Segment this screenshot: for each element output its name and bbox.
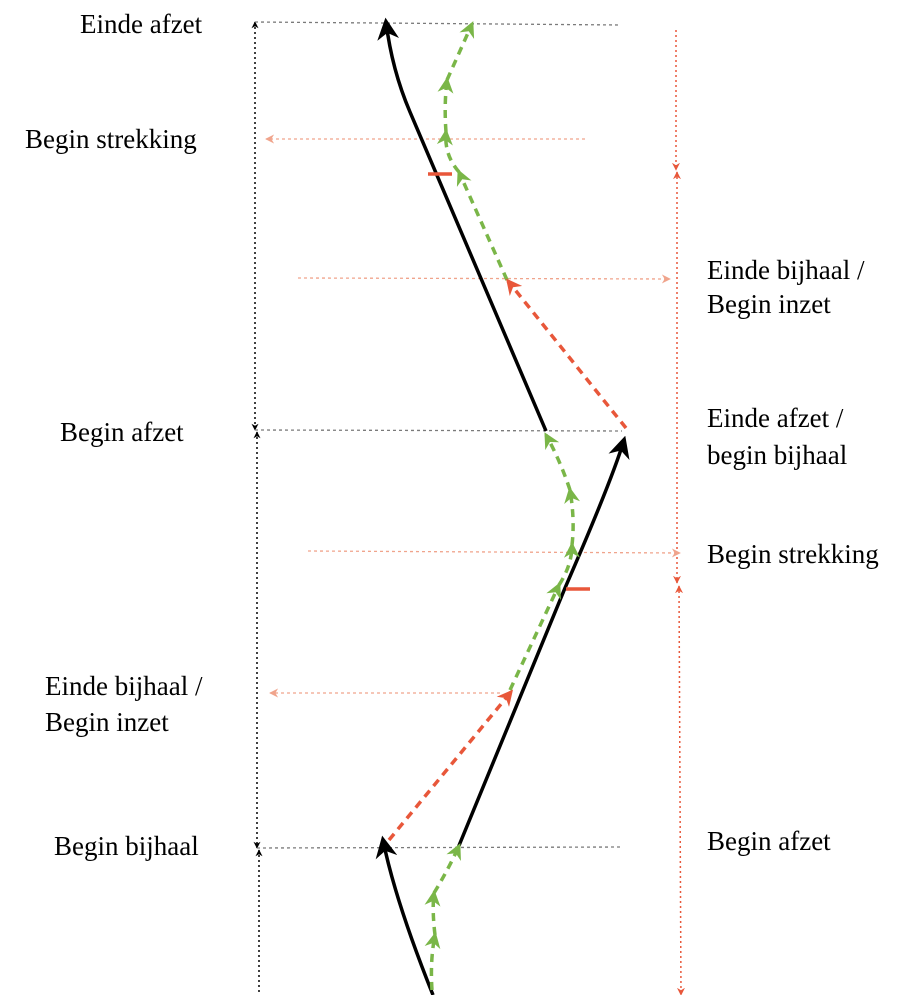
label-einde-afzet-right-line1: Einde afzet / [707,403,844,433]
black-path [375,17,630,995]
phase-arrows [265,134,681,698]
label-begin-afzet-left: Begin afzet [60,417,184,447]
label-begin-afzet-right: Begin afzet [707,826,831,856]
tick-markers [428,172,590,591]
label-einde-bijhaal-left-line1: Einde bijhaal / [45,671,203,701]
label-begin-inzet-right-line2: Begin inzet [707,289,831,319]
green-path [424,21,580,991]
left-timeline [251,21,263,995]
label-begin-strekking-left: Begin strekking [25,124,197,154]
horizontal-guides [254,21,623,849]
label-begin-bijhaal-left: Begin bijhaal [54,831,199,861]
right-timeline [672,30,685,995]
label-begin-strekking-right: Begin strekking [707,539,879,569]
label-einde-afzet-left: Einde afzet [80,9,203,39]
red-path [387,278,628,842]
label-begin-bijhaal-right-line2: begin bijhaal [707,440,848,470]
label-begin-inzet-left-line2: Begin inzet [45,707,169,737]
label-einde-bijhaal-right-line1: Einde bijhaal / [707,255,865,285]
